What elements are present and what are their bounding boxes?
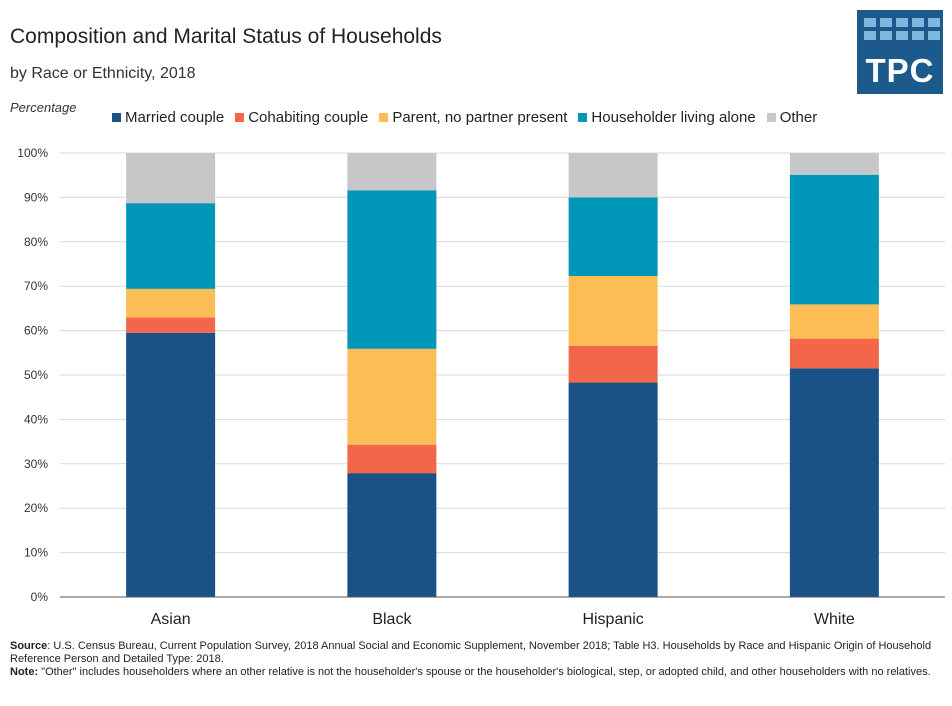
bar-segment bbox=[126, 317, 216, 333]
legend-label: Other bbox=[779, 109, 818, 126]
x-tick-label: Black bbox=[372, 611, 412, 628]
legend-label: Cohabiting couple bbox=[248, 109, 369, 126]
stacked-bar-chart: 0% 10% 20% 30% 40% 50% 60% 70% 80% 90% 100% Asian Bl… bbox=[17, 146, 945, 628]
source-note: Source: U.S. Census Bureau, Current Popu… bbox=[10, 640, 940, 666]
bar-segment bbox=[347, 444, 437, 474]
tpc-logo: TPC bbox=[857, 10, 943, 94]
legend-swatch bbox=[578, 113, 588, 122]
bar-segment bbox=[568, 382, 658, 597]
source-text: : U.S. Census Bureau, Current Population… bbox=[10, 640, 932, 665]
y-tick-label: 10% bbox=[24, 546, 48, 560]
legend-item-other: Other bbox=[766, 109, 818, 126]
y-tick-label: 30% bbox=[24, 457, 48, 471]
legend: Married couple Cohabiting couple Parent,… bbox=[112, 109, 828, 126]
legend-swatch bbox=[112, 113, 121, 122]
legend-swatch bbox=[766, 113, 776, 122]
bar-segment bbox=[789, 174, 879, 305]
bar-segment bbox=[568, 153, 658, 198]
legend-label: Parent, no partner present bbox=[392, 109, 568, 126]
bar-segment bbox=[126, 288, 216, 318]
y-tick-label: 70% bbox=[24, 279, 48, 293]
bar-segment bbox=[789, 153, 879, 175]
note-text: "Other" includes householders where an o… bbox=[38, 666, 931, 678]
bar-segment bbox=[568, 345, 658, 383]
note-label: Note: bbox=[10, 666, 39, 678]
bar-segment bbox=[347, 473, 437, 597]
bar-segment bbox=[126, 153, 216, 204]
bar-segment bbox=[568, 197, 658, 276]
legend-item-married: Married couple bbox=[112, 109, 224, 126]
footer-notes: Source: U.S. Census Bureau, Current Popu… bbox=[10, 640, 940, 679]
bar-segment bbox=[126, 203, 216, 289]
bar-segment bbox=[347, 190, 437, 349]
y-tick-label: 80% bbox=[24, 235, 48, 249]
legend-item-alone: Householder living alone bbox=[578, 109, 756, 126]
legend-swatch bbox=[379, 113, 389, 122]
y-tick-label: 20% bbox=[24, 501, 48, 515]
legend-item-cohabiting: Cohabiting couple bbox=[235, 109, 368, 126]
logo-text: TPC bbox=[865, 52, 935, 89]
logo-tile-grid bbox=[864, 18, 940, 40]
bar-segment bbox=[347, 348, 437, 445]
y-tick-label: 60% bbox=[24, 324, 48, 338]
legend-item-parent: Parent, no partner present bbox=[379, 109, 567, 126]
y-tick-label: 40% bbox=[24, 412, 48, 426]
chart-subtitle: by Race or Ethnicity, 2018 bbox=[10, 65, 196, 82]
y-tick-label: 90% bbox=[24, 190, 48, 204]
bar-segment bbox=[347, 153, 437, 191]
chart-title: Composition and Marital Status of Househ… bbox=[10, 25, 442, 48]
note: Note: "Other" includes householders wher… bbox=[10, 666, 940, 679]
legend-swatch bbox=[235, 113, 245, 122]
y-tick-label: 0% bbox=[31, 590, 49, 604]
legend-label: Householder living alone bbox=[591, 109, 756, 126]
source-label: Source bbox=[10, 640, 48, 652]
bar-segment bbox=[789, 338, 879, 369]
y-tick-label: 100% bbox=[17, 146, 48, 160]
x-tick-label: White bbox=[814, 611, 855, 628]
bar-segment bbox=[568, 275, 658, 346]
y-axis-label: Percentage bbox=[10, 100, 77, 115]
legend-label: Married couple bbox=[125, 109, 225, 126]
bar-segment bbox=[126, 332, 216, 597]
x-tick-label: Hispanic bbox=[582, 611, 643, 628]
x-tick-label: Asian bbox=[151, 611, 191, 628]
bar-segment bbox=[789, 368, 879, 597]
bar-segment bbox=[789, 304, 879, 339]
y-tick-label: 50% bbox=[24, 368, 48, 382]
